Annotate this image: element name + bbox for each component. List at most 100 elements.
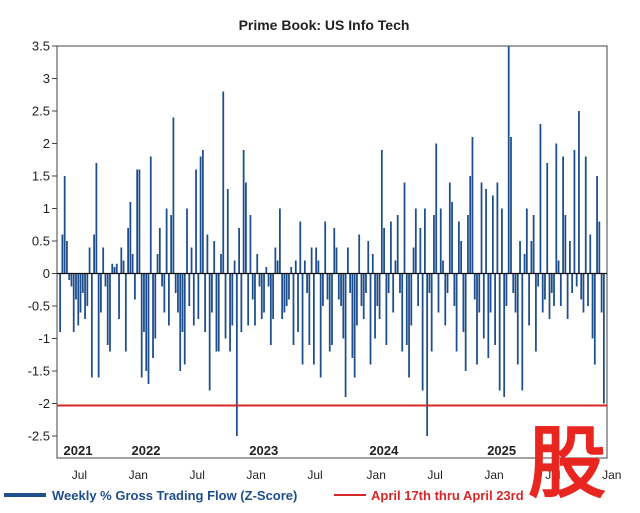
bar [256, 254, 259, 274]
bar [111, 263, 114, 274]
bar [145, 273, 148, 371]
bar [93, 234, 95, 274]
bar [537, 273, 540, 287]
bar [378, 273, 381, 319]
bar [231, 273, 234, 326]
bar [412, 247, 415, 274]
bar [410, 273, 413, 326]
month-label: Jul [427, 468, 442, 482]
bar [360, 273, 363, 306]
bar [156, 254, 159, 274]
month-label: Jan [367, 468, 386, 482]
bar [106, 273, 109, 345]
bar [421, 273, 424, 391]
bar [557, 260, 560, 274]
bar [308, 273, 311, 345]
bar [179, 273, 182, 371]
y-tick-label: 2.5 [32, 104, 50, 119]
bar [319, 273, 322, 378]
bar [217, 273, 220, 352]
bar [471, 137, 474, 274]
bar [140, 273, 143, 378]
bar [390, 221, 392, 274]
bar [170, 215, 173, 274]
bar [161, 273, 163, 287]
bar [131, 254, 134, 274]
bar [528, 273, 530, 326]
y-tick-label: 1 [43, 201, 50, 216]
bar [84, 273, 86, 319]
y-tick-label: 3.5 [32, 39, 50, 54]
bar [208, 273, 211, 391]
bar [183, 273, 186, 365]
month-labels: Jul Jan Jul Jan Jul Jan Jul Jan Jul Jan [72, 468, 622, 482]
bar [120, 247, 123, 274]
bar [247, 273, 250, 326]
bar [229, 273, 231, 352]
bar [419, 228, 422, 274]
bar [424, 208, 426, 274]
bar [369, 273, 372, 365]
bar [70, 273, 73, 287]
bar [66, 241, 68, 274]
bar [498, 273, 501, 391]
bar [333, 228, 336, 274]
bar [399, 273, 401, 293]
bar [197, 273, 200, 319]
y-tick-label: -2.5 [28, 429, 50, 444]
bar [317, 260, 320, 274]
bar [272, 273, 274, 319]
bar [435, 143, 438, 274]
bar [575, 273, 578, 287]
bar [149, 156, 152, 274]
year-label: 2022 [132, 443, 161, 458]
bar [469, 176, 472, 274]
plot-area [56, 45, 608, 459]
bar [516, 273, 519, 365]
bar [480, 182, 483, 274]
bar [186, 208, 188, 274]
y-tick-label: 0 [43, 266, 50, 281]
legend: Weekly % Gross Trading Flow (Z-Score) Ap… [4, 488, 524, 503]
bar [578, 111, 580, 274]
y-tick-label: -1 [38, 331, 50, 346]
bar [523, 254, 526, 274]
bar [331, 273, 333, 345]
bar [587, 273, 589, 306]
bar [267, 273, 270, 287]
bar [426, 273, 429, 436]
bar [188, 273, 191, 306]
bar [351, 273, 354, 358]
bar [285, 273, 288, 306]
bar [269, 273, 272, 345]
bar [322, 273, 324, 306]
bar [165, 208, 168, 274]
bar [192, 273, 195, 326]
bar [401, 273, 404, 352]
bar [555, 143, 558, 274]
bar [90, 273, 93, 378]
bar [72, 273, 75, 332]
month-label: Jul [72, 468, 87, 482]
bar [177, 273, 179, 313]
bar [213, 241, 216, 274]
bar [312, 273, 315, 365]
bar [512, 273, 515, 293]
year-label: 2024 [369, 443, 399, 458]
bar [453, 273, 456, 306]
bar [251, 273, 254, 300]
bar [168, 273, 170, 326]
bar [97, 273, 100, 378]
bar [584, 156, 587, 274]
bar [113, 267, 116, 274]
bar [448, 182, 451, 274]
bar [478, 273, 481, 313]
bar [491, 195, 494, 274]
bar [455, 273, 458, 352]
bar [109, 273, 111, 352]
bar [195, 169, 197, 274]
bar [104, 273, 107, 287]
month-label: Jul [190, 468, 205, 482]
y-tick-label: 3 [43, 71, 50, 86]
bar [152, 273, 154, 358]
